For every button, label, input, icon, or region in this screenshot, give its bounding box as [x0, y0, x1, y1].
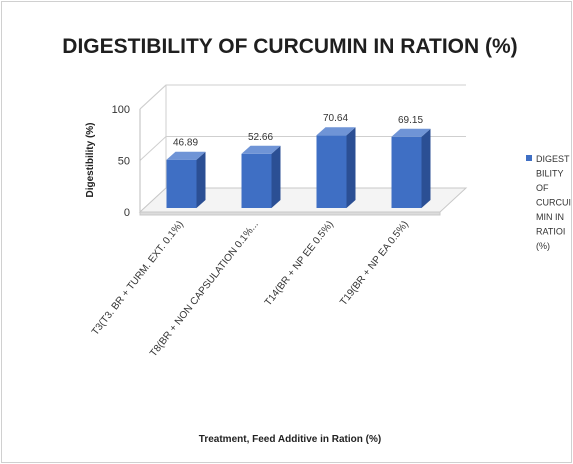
- y-axis-label: Digestibility (%): [85, 122, 96, 197]
- bar-front: [241, 153, 272, 208]
- legend-label: DIGEST BILITY OF CURCUI MIN IN RATIOI (%): [536, 154, 571, 251]
- legend: DIGEST BILITY OF CURCUI MIN IN RATIOI (%): [526, 154, 571, 251]
- bar: [316, 127, 356, 208]
- legend-line: OF: [536, 183, 549, 193]
- bar-side: [196, 151, 206, 208]
- chart-title: DIGESTIBILITY OF CURCUMIN IN RATION (%): [62, 35, 517, 58]
- bar-top: [166, 151, 206, 160]
- data-label: 52.66: [248, 132, 273, 143]
- data-label: 70.64: [323, 113, 348, 124]
- bar-front: [391, 136, 422, 208]
- bar-front: [166, 159, 197, 208]
- top-depth-line: [139, 84, 167, 110]
- data-label: 69.15: [398, 115, 423, 126]
- bar-side: [346, 127, 356, 208]
- bar: [241, 145, 281, 208]
- y-tick-labels: 0 50 100: [112, 104, 130, 219]
- legend-line: BILITY: [536, 169, 564, 179]
- legend-line: CURCUI: [536, 198, 571, 208]
- y-tick-label: 0: [124, 207, 130, 219]
- bar-top: [391, 128, 431, 137]
- legend-swatch: [526, 155, 532, 161]
- x-axis-label: Treatment, Feed Additive in Ration (%): [199, 434, 381, 445]
- legend-line: RATIOI: [536, 227, 565, 237]
- bar-front: [316, 135, 347, 208]
- data-label: 46.89: [173, 138, 198, 149]
- legend-line: (%): [536, 241, 550, 251]
- floor-front: [139, 211, 441, 216]
- legend-line: DIGEST: [536, 154, 570, 164]
- chart-floor: [138, 187, 468, 216]
- y-tick-label: 100: [112, 104, 130, 116]
- y-tick-label: 50: [118, 156, 130, 168]
- bars: [166, 127, 431, 208]
- bar-side: [271, 145, 281, 208]
- bar-side: [421, 128, 431, 208]
- legend-line: MIN IN: [536, 212, 564, 222]
- bar-top: [316, 127, 356, 136]
- bar: [166, 151, 206, 208]
- data-labels: 46.89 52.66 70.64 69.15: [173, 113, 423, 148]
- bar-top: [241, 145, 281, 154]
- bar: [391, 128, 431, 208]
